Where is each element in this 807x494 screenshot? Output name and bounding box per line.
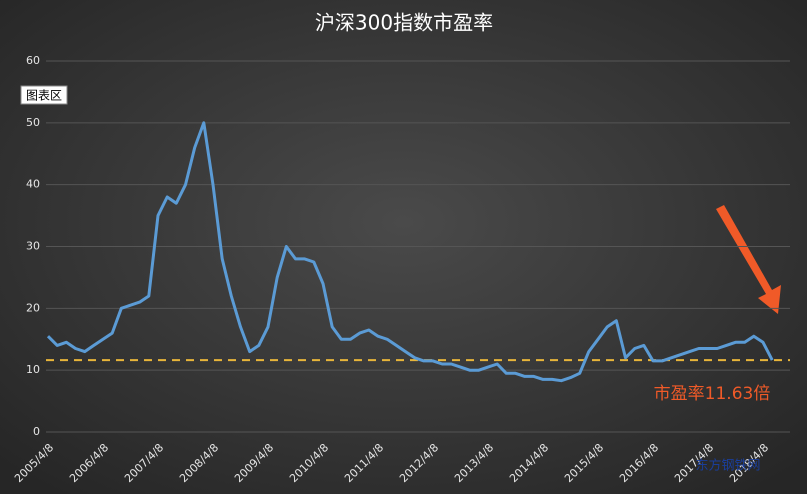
y-tick-label: 40 — [26, 178, 40, 191]
arrow — [716, 205, 781, 314]
y-tick-label: 0 — [33, 425, 40, 438]
y-tick-label: 10 — [26, 363, 40, 376]
y-tick-label: 50 — [26, 116, 40, 129]
y-tick-label: 20 — [26, 301, 40, 314]
annotation: 市盈率11.63倍 — [654, 384, 771, 404]
watermark: 东方钢铁网 — [695, 458, 760, 474]
chart-title: 沪深300指数市盈率 — [315, 11, 493, 35]
y-tick-label: 60 — [26, 54, 40, 67]
tooltip: 图表区 — [26, 89, 62, 103]
tooltip-box — [20, 85, 68, 105]
y-tick-label: 30 — [26, 240, 40, 253]
data-line — [46, 121, 774, 383]
